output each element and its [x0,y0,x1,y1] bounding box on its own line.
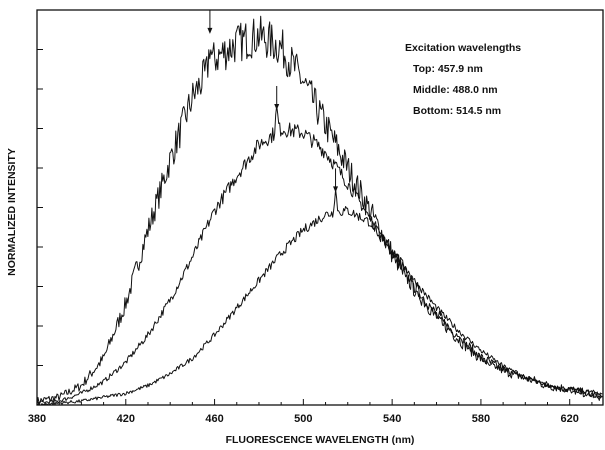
legend-entry-top: Top: 457.9 nm [413,63,483,75]
series-line-middle [37,105,603,406]
y-axis-ticks [37,49,43,366]
excitation-arrow-bottom [333,168,339,193]
x-tick-label-380: 380 [28,413,46,425]
x-tick-label-420: 420 [117,413,135,425]
x-tick-label-540: 540 [383,413,401,425]
plot-frame [36,9,604,406]
series-layer [36,15,603,406]
excitation-arrow-top [207,9,213,34]
legend: Excitation wavelengths Top: 457.9 nm Mid… [405,42,521,117]
x-tick-label-580: 580 [472,413,490,425]
excitation-arrows [207,9,339,193]
series-line-bottom [36,189,603,406]
excitation-arrow-middle [274,85,280,110]
series-line-top [36,15,603,406]
x-axis-ticks: 380 420 460 500 540 580 620 [28,399,593,425]
legend-entry-middle: Middle: 488.0 nm [413,84,498,96]
x-tick-label-620: 620 [561,413,579,425]
y-axis-title: NORMALIZED INTENSITY [6,148,18,276]
x-tick-label-460: 460 [205,413,223,425]
legend-entry-bottom: Bottom: 514.5 nm [413,105,501,117]
x-tick-label-500: 500 [294,413,312,425]
legend-title: Excitation wavelengths [405,42,521,54]
x-axis-title: FLUORESCENCE WAVELENGTH (nm) [226,434,415,446]
